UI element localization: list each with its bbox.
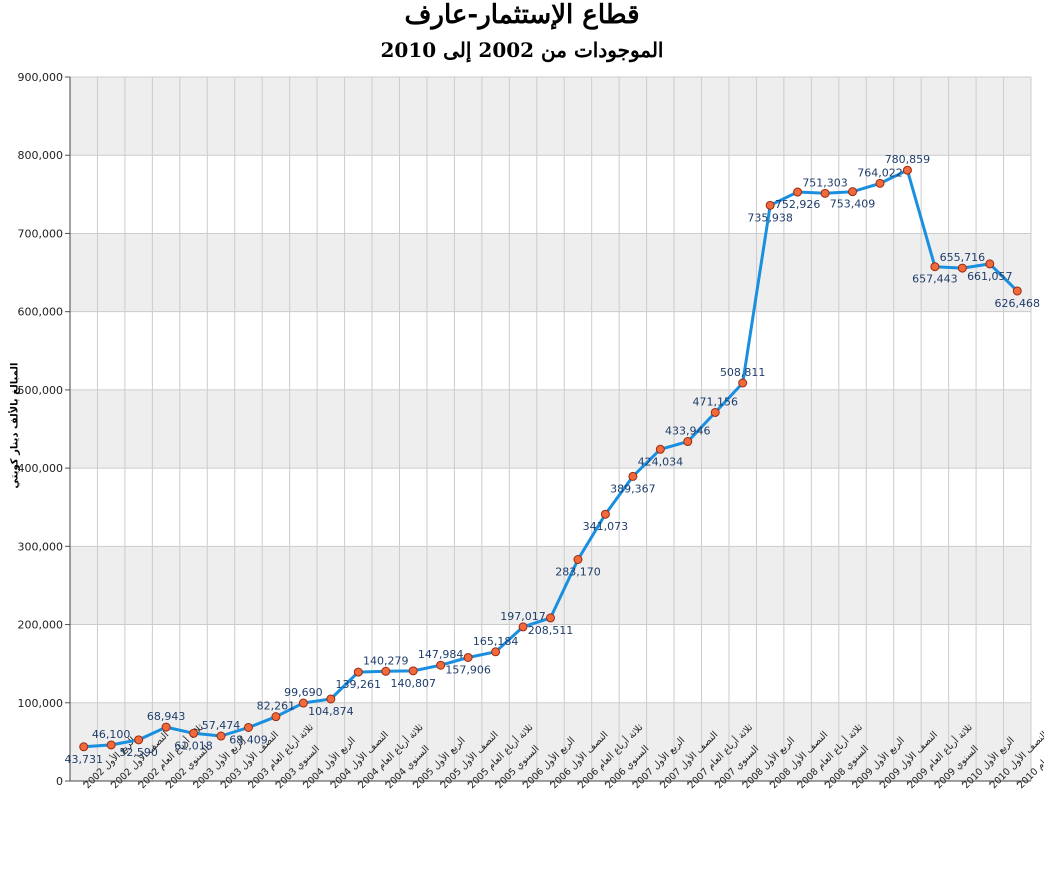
data-label: 751,303 [802,176,848,189]
y-tick-label: 600,000 [18,306,64,319]
data-label: 157,906 [445,663,491,676]
data-label: 57,474 [202,719,241,732]
data-label: 764,022 [857,166,903,179]
data-label: 283,170 [555,565,601,578]
data-point [875,178,885,188]
y-tick-label: 900,000 [18,71,64,84]
grid-band [70,546,1031,625]
data-label: 735,938 [747,211,793,224]
grid-band [70,702,1031,781]
data-label: 471,156 [692,395,738,408]
data-label: 68,409 [229,733,268,746]
data-point [381,666,391,676]
y-tick-label: 800,000 [18,149,64,162]
data-label: 341,073 [583,520,629,533]
data-point [491,647,501,657]
grid-band [70,77,1031,156]
data-point [902,165,912,175]
data-point [353,667,363,677]
y-tick-label: 0 [56,775,63,788]
data-point [408,666,418,676]
data-point [161,722,171,732]
data-label: 657,443 [912,273,958,286]
data-label: 780,859 [885,153,931,166]
data-label: 82,261 [257,700,296,713]
chart-title: قطاع الإستثمار-عارف [404,0,640,30]
data-point [765,200,775,210]
data-label: 104,874 [308,705,354,718]
data-point [189,728,199,738]
data-label: 655,716 [940,251,986,264]
y-tick-label: 700,000 [18,227,64,240]
data-point [710,407,720,417]
data-point [573,554,583,564]
data-label: 68,943 [147,710,186,723]
data-label: 61,018 [174,739,213,752]
data-label: 433,946 [665,425,711,438]
y-tick-label: 500,000 [18,384,64,397]
data-label: 52,590 [119,746,158,759]
data-point [518,622,528,632]
data-label: 389,367 [610,482,656,495]
data-label: 208,511 [528,624,574,637]
y-tick-label: 200,000 [18,619,64,632]
data-label: 139,261 [336,678,382,691]
data-label: 661,057 [967,270,1013,283]
data-label: 140,279 [363,654,409,667]
data-point [436,660,446,670]
data-label: 165,184 [473,635,519,648]
data-point [930,262,940,272]
data-label: 99,690 [284,686,323,699]
grid-band [70,389,1031,469]
data-point [216,731,226,741]
data-label: 46,100 [92,728,131,741]
data-label: 626,468 [995,297,1041,310]
data-point [655,444,665,454]
data-point [683,437,693,447]
data-label: 508,811 [720,366,766,379]
data-point [848,187,858,197]
data-point [957,263,967,273]
data-point [106,740,116,750]
data-point [79,742,89,752]
data-label: 197,017 [500,610,546,623]
data-point [1012,286,1022,296]
data-label: 752,926 [775,198,821,211]
data-point [134,735,144,745]
data-point [546,613,555,623]
data-point [793,187,803,197]
chart-subtitle: الموجودات من 2002 إلى 2010 [380,38,664,62]
data-label: 140,807 [390,677,436,690]
data-label: 753,409 [830,198,876,211]
y-tick-label: 300,000 [18,540,64,553]
y-tick-label: 100,000 [18,697,64,710]
data-point [600,509,610,519]
data-label: 147,984 [418,648,464,661]
data-point [820,188,830,198]
data-point [326,694,336,704]
data-label: 43,731 [64,753,103,766]
data-point [298,698,308,708]
data-point [463,652,473,662]
data-point [243,722,253,732]
data-point [985,259,995,269]
data-label: 424,034 [638,455,684,468]
y-tick-label: 400,000 [18,462,64,475]
data-point [628,471,638,481]
grid-band [70,233,1031,312]
data-point [738,378,748,388]
data-point [271,712,281,722]
